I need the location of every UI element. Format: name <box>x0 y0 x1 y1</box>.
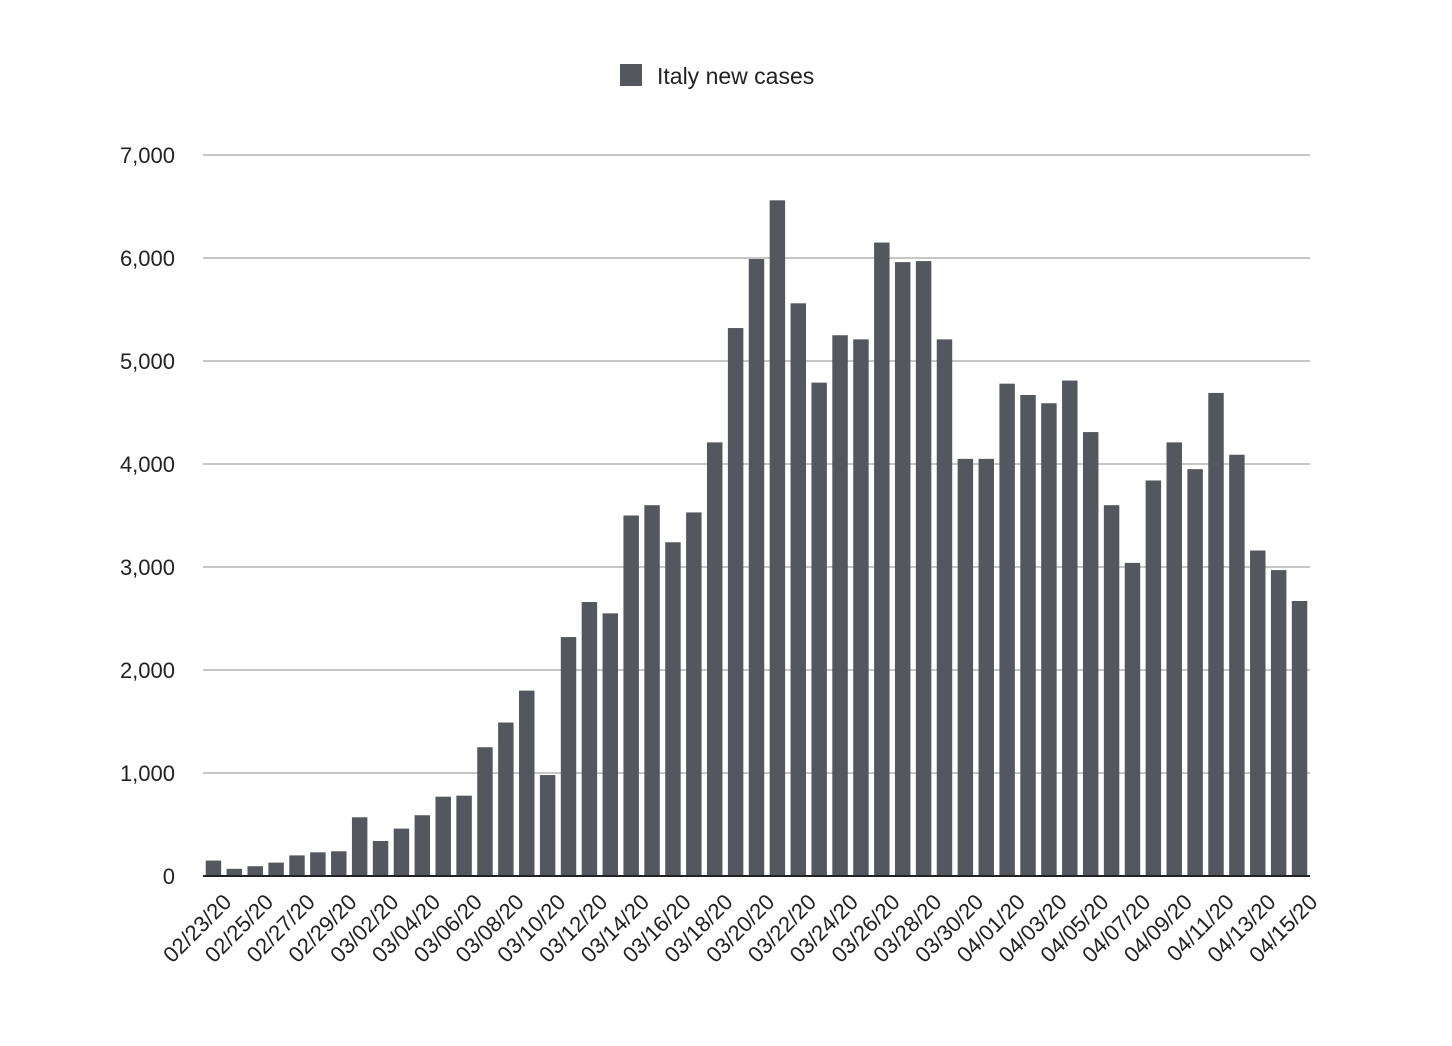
bar <box>477 747 493 876</box>
bar <box>686 512 702 876</box>
bar <box>393 828 410 876</box>
bars <box>205 200 1308 877</box>
bar <box>519 690 535 876</box>
bar <box>1250 550 1266 876</box>
y-tick-label: 5,000 <box>120 349 175 374</box>
y-tick-label: 0 <box>163 864 175 889</box>
bar <box>1124 562 1141 876</box>
bar <box>456 795 472 876</box>
bar <box>1082 432 1099 876</box>
bar <box>915 261 932 877</box>
bar <box>665 542 681 876</box>
bar <box>936 339 953 876</box>
bar <box>769 200 786 876</box>
bar <box>498 722 514 876</box>
y-tick-label: 4,000 <box>120 452 175 477</box>
y-axis-ticks: 0 1,000 2,000 3,000 4,000 5,000 6,000 7,000 <box>120 143 175 889</box>
bar <box>1062 380 1078 876</box>
bar <box>957 458 974 876</box>
bar <box>205 860 222 876</box>
y-tick-label: 7,000 <box>120 143 175 168</box>
y-tick-label: 6,000 <box>120 246 175 271</box>
bar <box>268 862 284 876</box>
bar <box>790 303 807 876</box>
bar <box>1041 403 1057 876</box>
bar <box>1103 505 1120 876</box>
bar <box>978 458 994 876</box>
bar <box>1270 570 1287 876</box>
bar <box>999 383 1015 876</box>
bar <box>811 382 827 876</box>
bar <box>727 328 744 876</box>
bar <box>289 855 305 876</box>
bar <box>351 817 368 876</box>
bar <box>1229 454 1245 876</box>
bar <box>894 262 911 876</box>
bar <box>247 866 263 876</box>
bar <box>1020 394 1036 876</box>
bar <box>310 852 326 876</box>
bar <box>331 851 347 876</box>
bar <box>539 775 556 876</box>
bar <box>1291 600 1308 876</box>
bar <box>414 815 431 876</box>
bar <box>560 637 577 876</box>
legend-label: Italy new cases <box>657 63 814 89</box>
legend: Italy new cases <box>620 63 814 89</box>
legend-swatch <box>620 64 642 86</box>
bar <box>874 242 890 877</box>
bar <box>1208 392 1224 876</box>
bar <box>644 505 660 876</box>
bar <box>707 442 723 876</box>
y-tick-label: 3,000 <box>120 555 175 580</box>
bar <box>1166 442 1182 876</box>
bar <box>623 515 639 876</box>
bar <box>1187 469 1203 876</box>
bar <box>226 868 243 876</box>
bar <box>853 339 869 876</box>
bar <box>602 613 619 876</box>
bar <box>581 602 598 876</box>
bar <box>1145 480 1162 876</box>
y-tick-label: 2,000 <box>120 658 175 683</box>
bar <box>832 335 848 876</box>
bar <box>372 840 389 876</box>
y-tick-label: 1,000 <box>120 761 175 786</box>
bar <box>435 796 451 876</box>
x-axis-ticks: 02/23/2002/25/2002/27/2002/29/2003/02/20… <box>158 889 1322 967</box>
bar <box>748 259 765 876</box>
